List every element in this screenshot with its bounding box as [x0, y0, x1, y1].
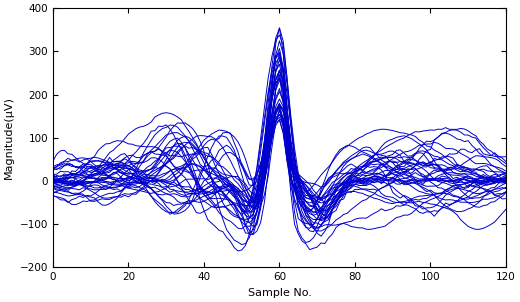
- X-axis label: Sample No.: Sample No.: [248, 288, 311, 298]
- Y-axis label: Magnitude(μV): Magnitude(μV): [4, 96, 14, 179]
